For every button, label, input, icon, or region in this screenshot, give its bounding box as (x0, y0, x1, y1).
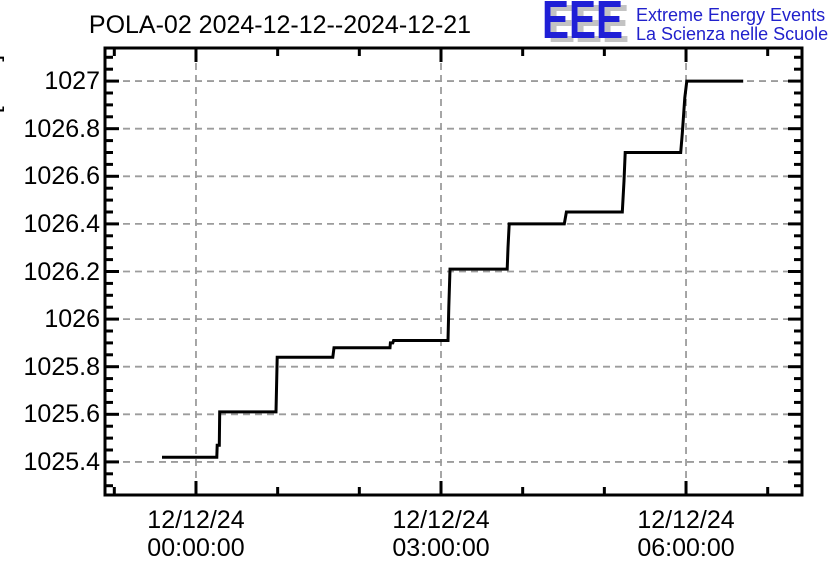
y-tick-label: 1026.4 (23, 209, 100, 238)
eee-logo-line2: La Scienza nelle Scuole (636, 24, 829, 44)
eee-logo: EEE Extreme Energy Events La Scienza nel… (542, 0, 832, 50)
chart-title: POLA-02 2024-12-12--2024-12-21 (88, 11, 472, 39)
x-tick-label-time: 06:00:00 (637, 534, 735, 562)
x-tick-label-time: 00:00:00 (147, 534, 245, 562)
x-tick-label: 12/12/24 00:00:00 (116, 506, 276, 562)
x-tick-label-date: 12/12/24 (147, 506, 245, 534)
pressure-data-line (162, 79, 744, 459)
y-tick-label: 1025.8 (23, 352, 100, 381)
x-tick-label-date: 12/12/24 (637, 506, 735, 534)
plot-frame (103, 46, 804, 497)
eee-logo-acronym: EEE (542, 0, 624, 50)
y-tick-label: 1026 (44, 305, 100, 334)
y-tick-label: 1026.2 (23, 257, 100, 286)
x-tick-label-time: 03:00:00 (392, 534, 490, 562)
x-tick-label: 12/12/24 06:00:00 (606, 506, 766, 562)
y-tick-label: 1027 (44, 67, 100, 96)
eee-logo-text: Extreme Energy Events La Scienza nelle S… (636, 6, 828, 44)
x-tick-label-date: 12/12/24 (392, 506, 490, 534)
y-tick-label: 1026.6 (23, 162, 100, 191)
x-tick-label: 12/12/24 03:00:00 (361, 506, 521, 562)
y-tick-label: 1025.4 (23, 447, 100, 476)
y-tick-label: 1026.8 (23, 114, 100, 143)
y-tick-label: 1025.6 (23, 400, 100, 429)
eee-logo-line1: Extreme Energy Events (636, 5, 826, 25)
